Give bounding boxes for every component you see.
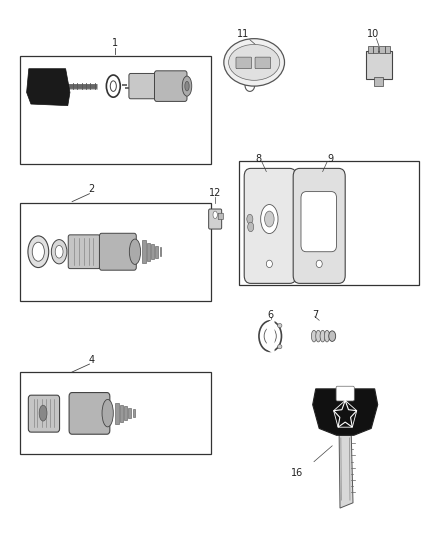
Ellipse shape [315,260,321,268]
FancyBboxPatch shape [133,409,134,417]
FancyBboxPatch shape [155,246,157,257]
FancyBboxPatch shape [300,191,336,252]
FancyBboxPatch shape [20,55,210,164]
FancyBboxPatch shape [384,45,389,53]
Text: 12: 12 [208,188,221,198]
Ellipse shape [311,330,316,342]
Polygon shape [312,389,377,435]
Ellipse shape [266,260,272,268]
FancyBboxPatch shape [293,168,344,284]
Ellipse shape [184,82,189,91]
FancyBboxPatch shape [336,386,353,401]
FancyBboxPatch shape [154,71,187,101]
FancyBboxPatch shape [373,77,382,86]
FancyBboxPatch shape [115,402,119,424]
FancyBboxPatch shape [124,406,127,420]
Ellipse shape [212,211,217,219]
Ellipse shape [315,330,320,342]
Ellipse shape [246,214,252,224]
FancyBboxPatch shape [244,168,296,284]
Text: 16: 16 [291,469,303,478]
Text: 2: 2 [88,184,95,195]
FancyBboxPatch shape [120,405,123,422]
Ellipse shape [319,330,325,342]
Ellipse shape [28,236,49,268]
Polygon shape [27,69,70,106]
Text: 8: 8 [255,155,261,164]
FancyBboxPatch shape [367,45,372,53]
FancyBboxPatch shape [128,408,131,418]
Ellipse shape [32,242,44,261]
FancyBboxPatch shape [28,395,60,432]
Ellipse shape [260,205,277,233]
Ellipse shape [324,330,329,342]
Ellipse shape [182,76,191,96]
Ellipse shape [228,44,279,80]
FancyBboxPatch shape [208,209,221,229]
Ellipse shape [328,331,335,342]
FancyBboxPatch shape [68,235,99,269]
FancyBboxPatch shape [142,240,146,263]
FancyBboxPatch shape [238,161,418,285]
Text: 6: 6 [267,310,273,320]
FancyBboxPatch shape [236,57,251,69]
FancyBboxPatch shape [372,45,377,53]
FancyBboxPatch shape [20,372,210,454]
Text: 7: 7 [311,310,317,320]
Ellipse shape [102,399,113,427]
FancyBboxPatch shape [378,45,384,53]
FancyBboxPatch shape [365,51,391,79]
Ellipse shape [277,324,281,328]
FancyBboxPatch shape [159,247,161,256]
FancyBboxPatch shape [254,57,270,69]
Ellipse shape [258,321,281,351]
FancyBboxPatch shape [69,393,110,434]
Text: 11: 11 [237,29,249,39]
Text: 1: 1 [112,38,118,49]
Ellipse shape [129,239,140,264]
FancyBboxPatch shape [99,233,136,270]
Ellipse shape [264,328,276,344]
Ellipse shape [277,344,281,349]
Ellipse shape [55,245,63,258]
FancyBboxPatch shape [151,244,153,259]
Text: 10: 10 [367,29,378,39]
FancyBboxPatch shape [218,213,223,220]
Polygon shape [339,435,352,508]
Ellipse shape [223,39,284,86]
Ellipse shape [264,211,273,227]
Ellipse shape [247,222,253,232]
Ellipse shape [110,81,116,91]
Ellipse shape [51,240,67,264]
FancyBboxPatch shape [129,74,173,99]
Polygon shape [266,318,274,354]
FancyBboxPatch shape [20,203,210,301]
Ellipse shape [106,75,120,97]
Ellipse shape [39,405,47,421]
FancyBboxPatch shape [146,243,149,261]
Text: 4: 4 [88,355,95,365]
Text: 9: 9 [326,155,332,164]
